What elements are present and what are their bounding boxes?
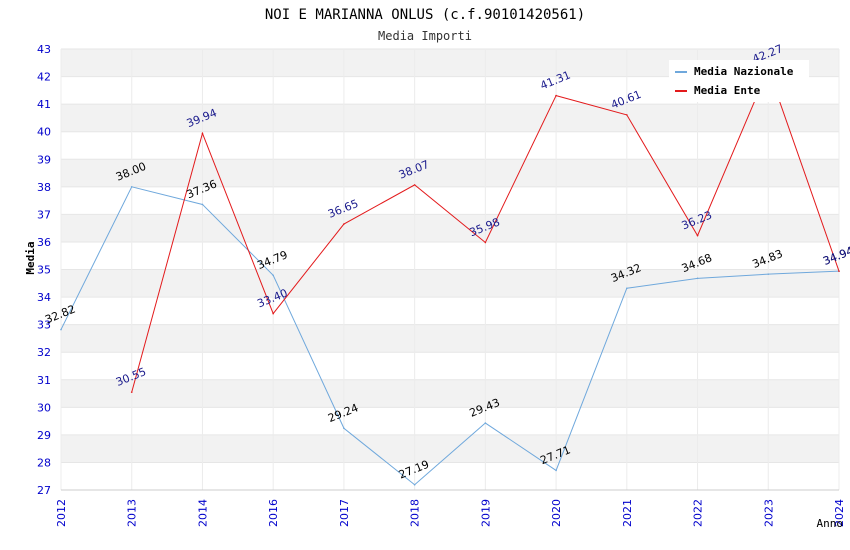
- y-tick-label: 28: [37, 456, 51, 469]
- chart-title: NOI E MARIANNA ONLUS (c.f.90101420561): [265, 7, 585, 23]
- x-tick-label-2014: 2014: [196, 499, 209, 527]
- data-point-media-nazionale: [767, 273, 770, 275]
- x-tick-label-2017: 2017: [338, 499, 351, 527]
- data-label-media-nazionale: 34.79: [255, 248, 289, 272]
- y-tick-label: 34: [37, 291, 51, 304]
- x-tick-label-2012: 2012: [55, 499, 68, 527]
- y-tick-label: 42: [37, 71, 51, 84]
- data-point-media-ente: [272, 312, 274, 315]
- data-point-media-ente: [130, 391, 133, 393]
- data-point-media-ente: [696, 234, 699, 237]
- y-tick-label: 37: [37, 208, 51, 221]
- x-tick-label-2020: 2020: [550, 499, 563, 527]
- x-tick-label-2013: 2013: [126, 499, 139, 527]
- grid-band: [61, 159, 839, 187]
- y-tick-label: 41: [37, 98, 51, 111]
- y-tick-label: 32: [37, 346, 51, 359]
- legend-box: [669, 60, 809, 102]
- y-tick-label: 29: [37, 429, 51, 442]
- data-point-media-nazionale: [343, 427, 345, 430]
- y-tick-label: 43: [37, 43, 51, 56]
- grid-band: [61, 269, 839, 298]
- y-tick-label: 38: [37, 181, 51, 194]
- y-tick-label: 33: [37, 319, 51, 332]
- grid-band: [61, 379, 839, 408]
- y-tick-label: 40: [37, 126, 51, 139]
- data-point-media-ente: [626, 114, 628, 116]
- data-point-media-nazionale: [201, 203, 204, 206]
- y-tick-label: 39: [37, 153, 51, 166]
- data-point-media-nazionale: [696, 277, 699, 280]
- y-tick-label: 30: [37, 401, 51, 414]
- grid-band: [61, 324, 839, 353]
- data-point-media-ente: [838, 270, 840, 272]
- data-point-media-nazionale: [555, 469, 557, 472]
- grid-lines: [60, 48, 840, 491]
- data-point-media-ente: [343, 223, 345, 225]
- data-point-media-nazionale: [130, 186, 133, 188]
- x-tick-label-2018: 2018: [409, 499, 422, 527]
- data-point-media-ente: [484, 241, 487, 244]
- grid-band: [61, 214, 839, 242]
- y-tick-label: 36: [37, 236, 51, 249]
- y-axis-ticks: 27 28 29 30 31 32 33 34 35 36 37 38 39 40 41 42 43: [37, 43, 51, 497]
- x-tick-label-2023: 2023: [762, 499, 775, 527]
- grid-band: [61, 434, 839, 463]
- chart-subtitle: Media Importi: [378, 29, 472, 43]
- series-line-media-nazionale: [60, 186, 840, 486]
- data-point-media-nazionale: [413, 483, 416, 486]
- x-axis-ticks: 2012 2013 2014 2016 2017 2018 2019 2020 2021 2022…: [55, 499, 846, 527]
- legend-label-media-ente: Media Ente: [694, 84, 761, 97]
- legend: Media Nazionale Media Ente: [669, 60, 809, 102]
- x-tick-label-2019: 2019: [479, 499, 492, 527]
- data-point-media-ente: [201, 132, 204, 135]
- data-point-media-ente: [413, 184, 416, 186]
- legend-label-media-nazionale: Media Nazionale: [694, 65, 794, 78]
- x-tick-label-2016: 2016: [267, 499, 280, 527]
- y-tick-label: 31: [37, 374, 51, 387]
- y-tick-label: 35: [37, 264, 51, 277]
- x-axis-label: Anno: [817, 517, 844, 530]
- grid-bands: [61, 49, 839, 463]
- data-point-media-nazionale: [60, 328, 62, 331]
- x-tick-label-2021: 2021: [621, 499, 634, 527]
- data-point-media-ente: [555, 94, 557, 97]
- x-tick-label-2022: 2022: [692, 499, 705, 527]
- data-label-media-nazionale: 34.83: [751, 247, 785, 271]
- data-label-media-nazionale: 32.82: [43, 303, 77, 327]
- y-axis-label: Media: [24, 241, 37, 274]
- grid-band: [61, 104, 839, 132]
- y-tick-label: 27: [37, 484, 51, 497]
- x-tick-label-2024: 2024: [833, 499, 846, 527]
- data-label-media-ente: 34.94: [821, 244, 850, 268]
- data-point-media-nazionale: [272, 274, 274, 277]
- data-point-media-nazionale: [484, 422, 487, 424]
- data-point-media-nazionale: [626, 287, 628, 290]
